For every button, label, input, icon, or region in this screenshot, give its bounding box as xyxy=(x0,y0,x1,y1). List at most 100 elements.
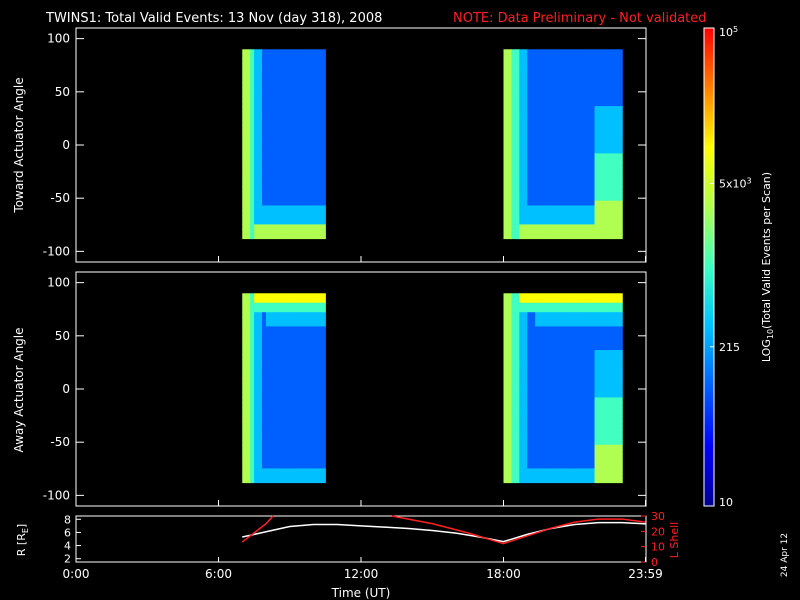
heatmap-cell xyxy=(305,200,311,206)
heatmap-cell xyxy=(602,440,607,446)
heatmap-cell xyxy=(562,162,568,169)
heatmap-cell xyxy=(266,200,271,206)
heatmap-cell xyxy=(273,68,279,74)
heatmap-cell xyxy=(297,125,303,131)
heatmap-cell xyxy=(317,143,322,150)
heatmap-cell xyxy=(590,101,596,107)
heatmap-cell xyxy=(598,49,603,55)
heatmap-cell xyxy=(242,49,247,55)
heatmap-cell xyxy=(570,383,576,389)
heatmap-cell xyxy=(309,200,314,206)
heatmap-cell xyxy=(519,387,524,394)
heatmap-cell xyxy=(519,72,524,79)
heatmap-cell xyxy=(507,444,512,450)
heatmap-cell xyxy=(313,421,318,427)
heatmap-cell xyxy=(606,468,611,474)
heatmap-cell xyxy=(527,143,532,150)
heatmap-cell xyxy=(313,110,318,117)
heatmap-cell xyxy=(558,378,564,384)
heatmap-cell xyxy=(301,298,307,304)
heatmap-cell xyxy=(273,96,279,102)
heatmap-cell xyxy=(598,139,603,145)
heatmap-cell xyxy=(523,72,528,79)
heatmap-cell xyxy=(531,172,536,178)
heatmap-cell xyxy=(293,331,299,337)
heatmap-cell xyxy=(614,312,619,318)
heatmap-cell xyxy=(515,430,520,436)
heatmap-cell xyxy=(566,181,572,188)
heatmap-cell xyxy=(539,473,544,479)
heatmap-cell xyxy=(254,115,259,121)
heatmap-cell xyxy=(574,200,580,206)
heatmap-cell xyxy=(515,345,520,351)
heatmap-cell xyxy=(285,214,291,221)
heatmap-cell xyxy=(527,162,532,169)
heatmap-cell xyxy=(309,435,314,441)
heatmap-cell xyxy=(313,350,318,356)
heatmap-cell xyxy=(554,416,560,422)
heatmap-cell xyxy=(285,129,291,135)
heatmap-cell xyxy=(317,110,322,117)
heatmap-cell xyxy=(313,383,318,389)
heatmap-cell xyxy=(606,72,611,79)
heatmap-cell xyxy=(551,167,556,173)
heatmap-cell xyxy=(523,435,528,441)
heatmap-cell xyxy=(507,364,512,370)
heatmap-cell xyxy=(258,378,263,384)
heatmap-cell xyxy=(273,397,279,403)
heatmap-cell xyxy=(610,110,615,117)
heatmap-cell xyxy=(535,345,540,351)
heatmap-cell xyxy=(527,72,532,79)
heatmap-cell xyxy=(554,177,560,183)
heatmap-cell xyxy=(519,316,524,323)
heatmap-cell xyxy=(273,172,279,178)
heatmap-cell xyxy=(558,307,564,313)
heatmap-cell xyxy=(246,224,251,230)
heatmap-cell xyxy=(606,354,611,361)
heatmap-cell xyxy=(570,321,576,327)
heatmap-cell xyxy=(266,181,271,188)
heatmap-cell xyxy=(289,167,295,173)
heatmap-cell xyxy=(250,449,255,455)
heatmap-cell xyxy=(309,444,314,450)
heatmap-cell xyxy=(305,326,311,332)
heatmap-cell xyxy=(547,397,552,403)
heatmap-cell xyxy=(519,143,524,150)
heatmap-cell xyxy=(527,354,532,361)
heatmap-cell xyxy=(242,172,247,178)
heatmap-cell xyxy=(535,312,540,318)
heatmap-cell xyxy=(618,219,623,225)
heatmap-cell xyxy=(574,383,580,389)
heatmap-cell xyxy=(614,229,619,235)
heatmap-cell xyxy=(293,96,299,102)
heatmap-cell xyxy=(262,354,267,361)
heatmap-cell xyxy=(606,350,611,356)
heatmap-cell xyxy=(602,373,607,379)
heatmap-cell xyxy=(250,229,255,235)
heatmap-cell xyxy=(539,181,544,188)
heatmap-cell xyxy=(586,350,592,356)
heatmap-cell xyxy=(527,321,532,327)
heatmap-cell xyxy=(309,293,314,299)
heatmap-cell xyxy=(317,87,322,93)
heatmap-cell xyxy=(301,224,307,230)
heatmap-cell xyxy=(515,229,520,235)
heatmap-cell xyxy=(281,302,287,308)
heatmap-cell xyxy=(301,139,307,145)
heatmap-cell xyxy=(582,68,588,74)
heatmap-cell xyxy=(281,449,287,455)
heatmap-cell xyxy=(242,402,247,408)
heatmap-cell xyxy=(254,106,259,112)
heatmap-cell xyxy=(313,191,318,197)
heatmap-cell xyxy=(602,416,607,422)
heatmap-cell xyxy=(297,321,303,327)
heatmap-cell xyxy=(531,435,536,441)
heatmap-cell xyxy=(566,345,572,351)
heatmap-cell xyxy=(535,205,540,211)
heatmap-cell xyxy=(566,425,572,432)
heatmap-cell xyxy=(535,158,540,164)
heatmap-cell xyxy=(606,233,611,240)
heatmap-cell xyxy=(266,359,271,365)
heatmap-cell xyxy=(281,477,287,484)
heatmap-cell xyxy=(519,181,524,188)
